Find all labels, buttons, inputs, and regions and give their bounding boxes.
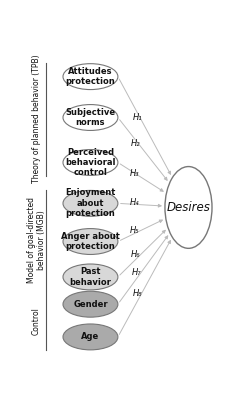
Ellipse shape — [63, 291, 117, 317]
Text: Desires: Desires — [166, 201, 210, 214]
Ellipse shape — [63, 64, 117, 90]
Text: Gender: Gender — [73, 300, 107, 309]
Text: Anger about
protection: Anger about protection — [61, 232, 119, 251]
Text: H₈: H₈ — [132, 289, 141, 298]
Text: Past
behavior: Past behavior — [69, 267, 111, 287]
Ellipse shape — [63, 104, 117, 130]
Text: H₇: H₇ — [131, 268, 141, 277]
Text: H₂: H₂ — [131, 139, 140, 148]
Text: Subjective
norms: Subjective norms — [65, 108, 115, 127]
Ellipse shape — [63, 190, 117, 216]
Text: H₄: H₄ — [129, 198, 138, 207]
Ellipse shape — [63, 150, 117, 176]
Ellipse shape — [164, 166, 211, 248]
Text: Theory of planned behavior (TPB): Theory of planned behavior (TPB) — [32, 54, 41, 183]
Text: H₁: H₁ — [132, 113, 142, 122]
Text: Perceived
behavioral
control: Perceived behavioral control — [65, 148, 115, 177]
Text: Model of goal-directed
behavior (MGB): Model of goal-directed behavior (MGB) — [27, 197, 46, 283]
Text: H₃: H₃ — [130, 169, 139, 178]
Ellipse shape — [63, 264, 117, 290]
Text: Control: Control — [32, 307, 41, 334]
Text: H₅: H₅ — [129, 226, 139, 235]
Text: H₆: H₆ — [130, 250, 140, 259]
Ellipse shape — [63, 324, 117, 350]
Text: Age: Age — [81, 332, 99, 342]
Ellipse shape — [63, 228, 117, 254]
Text: Attitudes
protection: Attitudes protection — [65, 67, 115, 86]
Text: Enjoyment
about
protection: Enjoyment about protection — [65, 188, 115, 218]
